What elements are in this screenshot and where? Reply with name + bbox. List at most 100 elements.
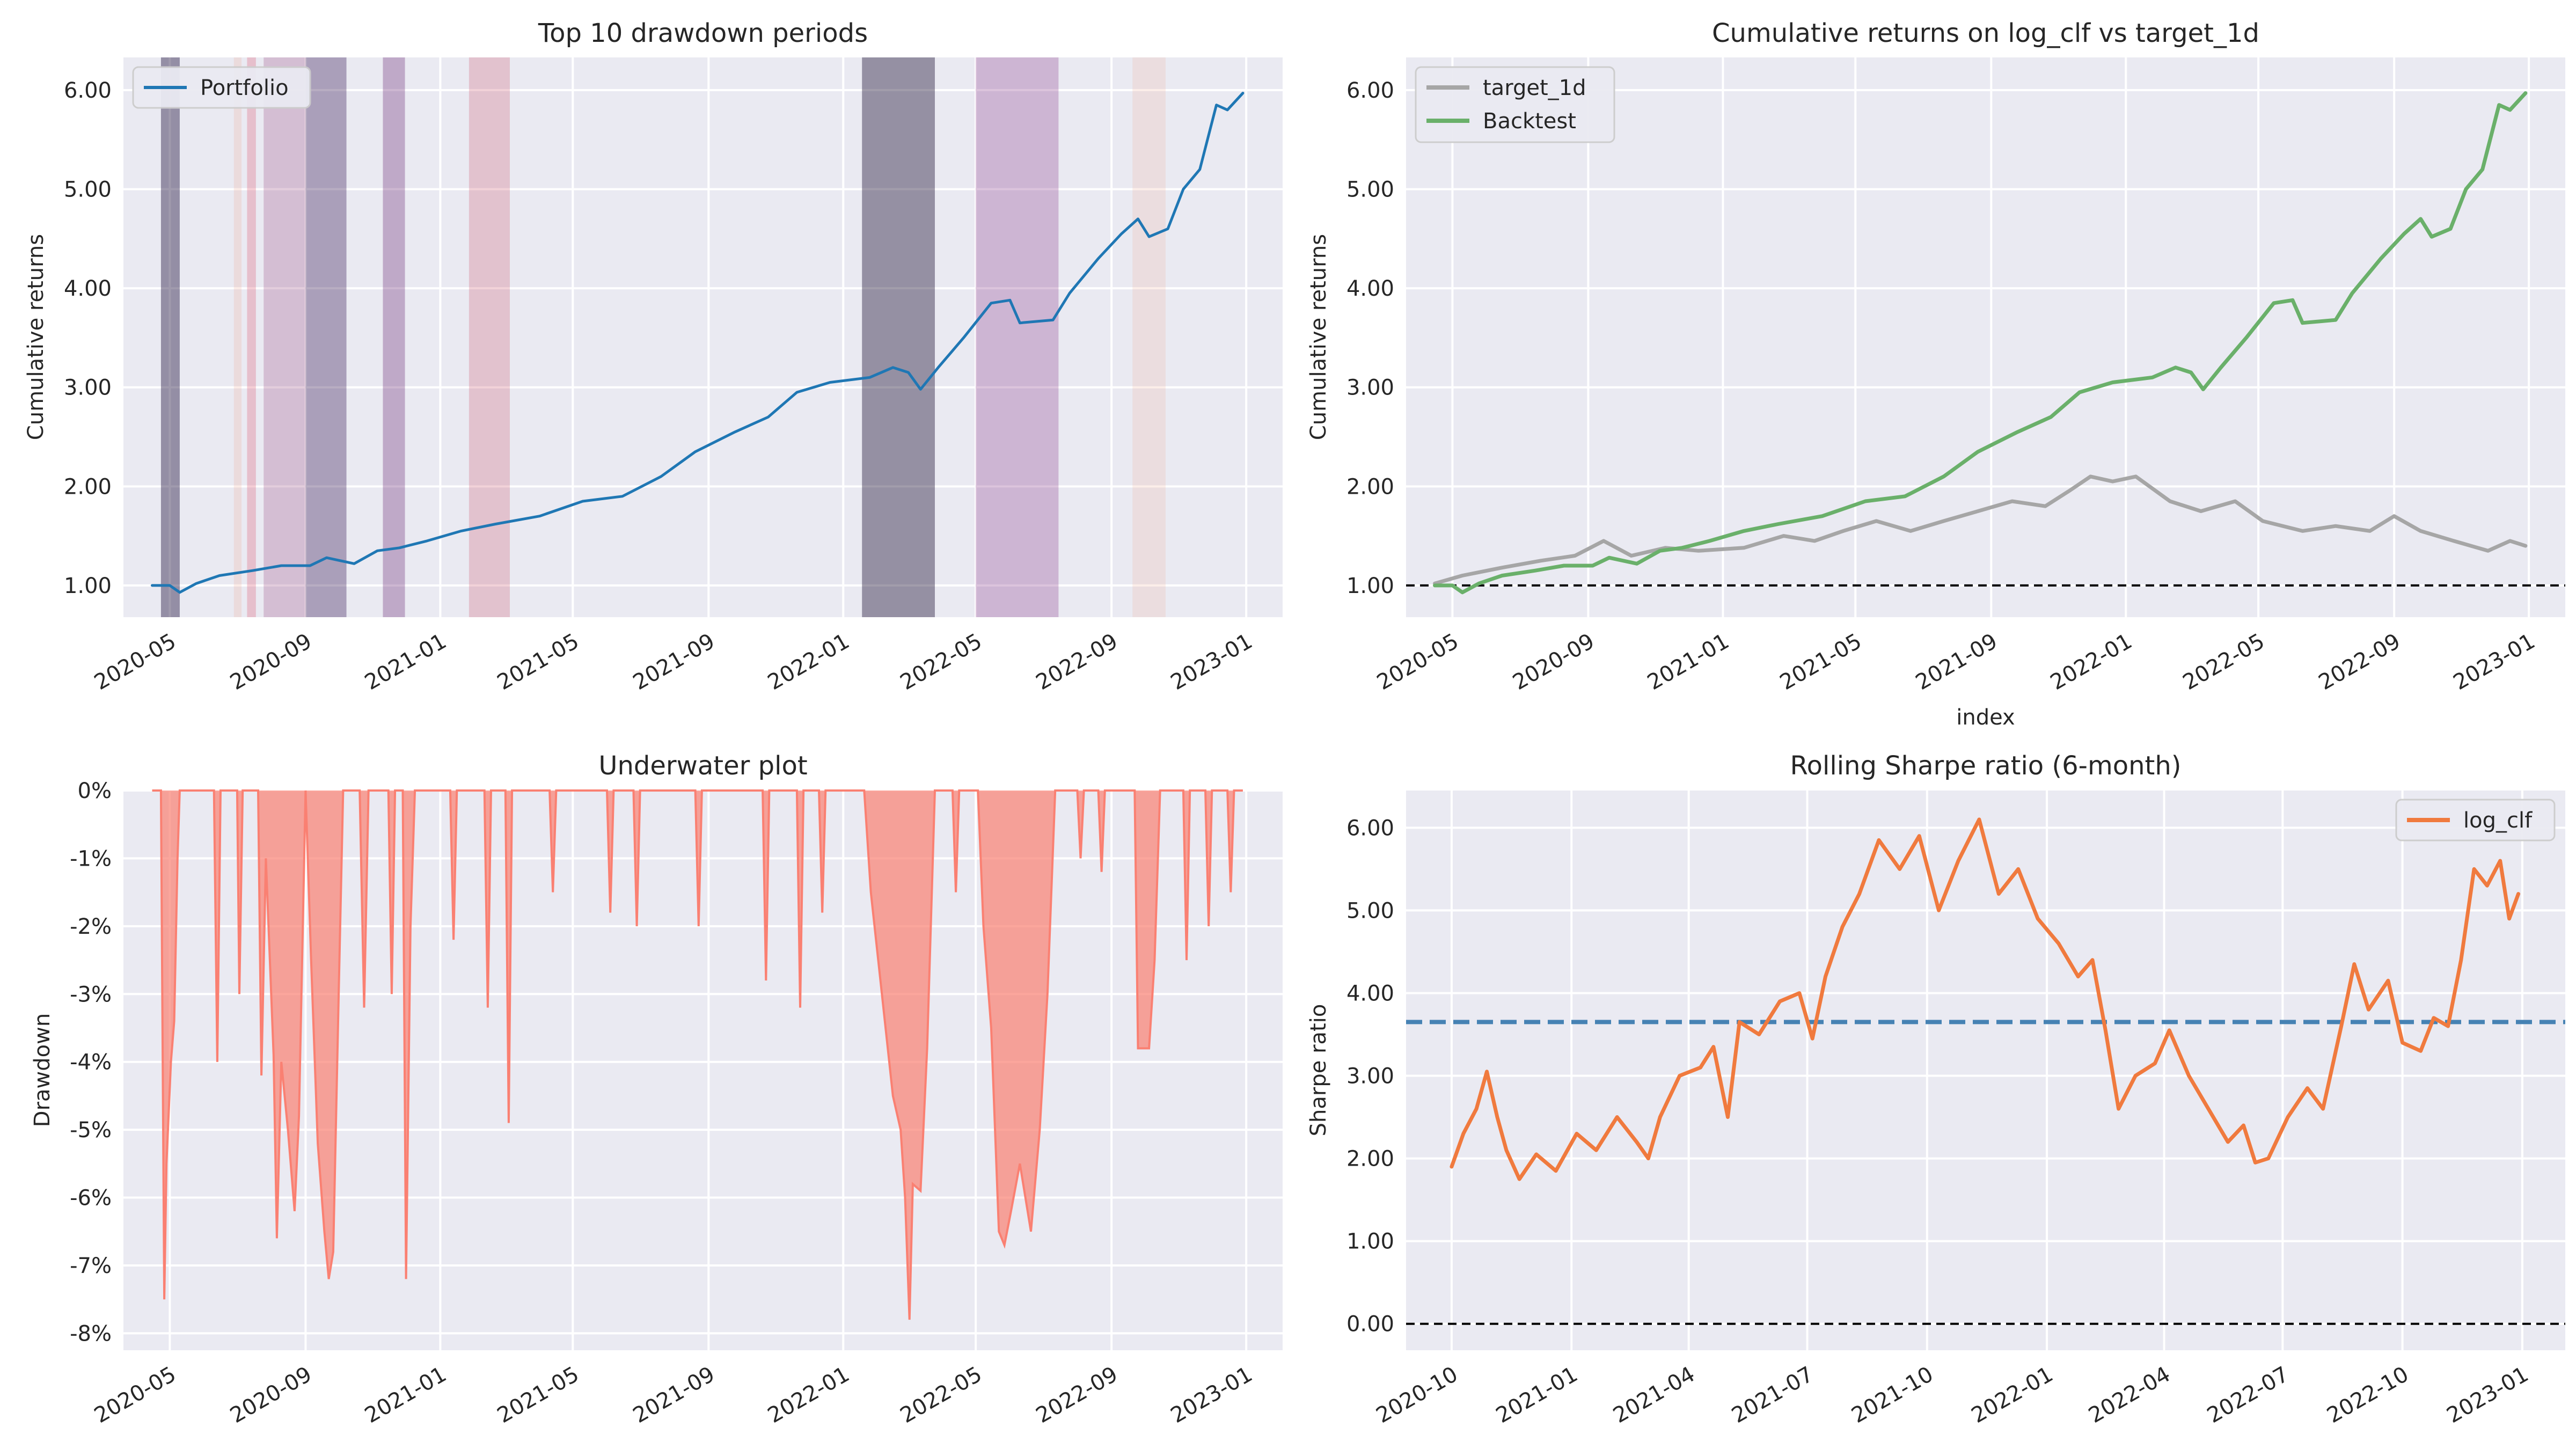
y-tick-labels: 1.00 2.00 3.00 4.00 5.00 6.00 xyxy=(64,78,112,598)
plot-area xyxy=(123,57,1283,617)
panel-rolling-sharpe: 2020-10 2021-01 2021-04 2021-07 2021-10 2022-… xyxy=(1306,751,2565,1428)
x-tick-labels: 2020-05 2020-09 2021-01 2021-05 2021-09 2022-… xyxy=(90,629,1256,695)
series-group xyxy=(1450,817,2521,1181)
y-axis-label: Cumulative returns xyxy=(1306,234,1331,440)
y-tick-label: -5% xyxy=(70,1118,112,1143)
legend: log_clf xyxy=(2395,799,2556,841)
x-tick-label: 2020-10 xyxy=(1372,1362,1462,1428)
y-tick-label: 1.00 xyxy=(1346,1230,1394,1254)
x-tick-label: 2021-01 xyxy=(1643,629,1733,695)
x-tick-labels: 2020-10 2021-01 2021-04 2021-07 2021-10 2022-… xyxy=(1372,1362,2533,1428)
drawdown-span xyxy=(469,57,510,617)
x-tick-label: 2023-01 xyxy=(1167,629,1257,695)
drawdown-span xyxy=(264,57,306,617)
chart-title: Underwater plot xyxy=(598,751,807,781)
y-tick-label: 1.00 xyxy=(64,574,112,598)
y-tick-label: -7% xyxy=(70,1254,112,1278)
drawdown-span xyxy=(247,57,256,617)
x-tick-label: 2023-01 xyxy=(2443,1362,2533,1428)
drawdown-span xyxy=(233,57,242,617)
legend-label-log-clf: log_clf xyxy=(2463,808,2533,833)
x-tick-label: 2022-05 xyxy=(2179,629,2269,695)
y-tick-label: 5.00 xyxy=(1346,178,1394,202)
y-tick-label: -6% xyxy=(70,1186,112,1211)
underwater-line xyxy=(152,789,1243,1320)
legend-frame xyxy=(2395,799,2556,841)
y-tick-labels: 1.00 2.00 3.00 4.00 5.00 6.00 xyxy=(1346,78,1394,598)
series-group xyxy=(1433,91,2528,595)
panel-drawdown-periods: 2020-05 2020-09 2021-01 2021-05 2021-09 2022-… xyxy=(24,18,1283,695)
y-tick-label: 0.00 xyxy=(1346,1312,1394,1337)
legend-label-portfolio: Portfolio xyxy=(200,76,289,100)
y-tick-label: 6.00 xyxy=(64,78,112,103)
drawdown-span xyxy=(862,57,935,617)
x-tick-label: 2022-05 xyxy=(896,1362,986,1428)
x-tick-label: 2021-05 xyxy=(1776,629,1866,695)
series-line-target-1d xyxy=(1433,474,2528,586)
drawdown-span xyxy=(160,57,180,617)
y-axis-label: Cumulative returns xyxy=(24,234,48,440)
gridlines xyxy=(123,57,1283,617)
x-tick-label: 2023-01 xyxy=(1167,1362,1257,1428)
x-tick-label: 2022-01 xyxy=(764,1362,854,1428)
series-line-portfolio xyxy=(151,92,1245,594)
x-tick-label: 2020-09 xyxy=(226,629,316,695)
panel-underwater: 2020-05 2020-09 2021-01 2021-05 2021-09 2022-… xyxy=(30,751,1283,1428)
x-tick-label: 2022-09 xyxy=(1032,1362,1122,1428)
x-tick-label: 2022-01 xyxy=(1967,1362,2058,1428)
y-tick-label: -8% xyxy=(70,1321,112,1346)
y-tick-label: 3.00 xyxy=(1346,376,1394,400)
legend: Portfolio xyxy=(132,66,311,109)
plot-area xyxy=(1406,57,2565,617)
chart-title: Rolling Sharpe ratio (6-month) xyxy=(1790,751,2181,781)
legend: target_1d Backtest xyxy=(1415,66,1615,143)
x-tick-label: 2021-09 xyxy=(629,629,719,695)
y-tick-label: 2.00 xyxy=(1346,474,1394,499)
x-tick-label: 2022-05 xyxy=(896,629,986,695)
y-tick-label: 5.00 xyxy=(64,178,112,202)
series-group xyxy=(152,789,1243,1320)
series-line-backtest xyxy=(1433,91,2528,595)
x-tick-labels: 2020-05 2020-09 2021-01 2021-05 2021-09 2022-… xyxy=(1373,629,2539,695)
x-tick-label: 2021-09 xyxy=(1912,629,2002,695)
x-axis-label: index xyxy=(1956,705,2015,730)
x-tick-labels: 2020-05 2020-09 2021-01 2021-05 2021-09 2022-… xyxy=(90,1362,1256,1428)
y-tick-label: 2.00 xyxy=(64,474,112,499)
drawdown-spans xyxy=(160,57,1166,617)
y-tick-label: -2% xyxy=(70,914,112,939)
x-tick-label: 2021-04 xyxy=(1609,1362,1699,1428)
panel-cumulative-returns: 2020-05 2020-09 2021-01 2021-05 2021-09 2022-… xyxy=(1306,18,2565,730)
y-tick-label: 4.00 xyxy=(1346,981,1394,1006)
x-tick-label: 2021-01 xyxy=(361,629,451,695)
x-tick-label: 2023-01 xyxy=(2449,629,2540,695)
y-tick-labels: 0% -1% -2% -3% -4% -5% -6% -7% -8% xyxy=(70,779,112,1346)
y-tick-label: 3.00 xyxy=(1346,1064,1394,1089)
x-tick-label: 2022-04 xyxy=(2084,1362,2175,1428)
x-tick-label: 2022-01 xyxy=(764,629,854,695)
y-tick-label: 5.00 xyxy=(1346,898,1394,923)
y-tick-label: 1.00 xyxy=(1346,574,1394,598)
x-tick-label: 2022-09 xyxy=(1032,629,1122,695)
x-tick-label: 2022-07 xyxy=(2203,1362,2293,1428)
y-tick-label: 4.00 xyxy=(64,276,112,301)
x-tick-label: 2021-05 xyxy=(493,629,583,695)
y-tick-label: 3.00 xyxy=(64,376,112,400)
x-tick-label: 2022-01 xyxy=(2046,629,2136,695)
y-tick-label: 2.00 xyxy=(1346,1147,1394,1172)
x-tick-label: 2020-05 xyxy=(1373,629,1463,695)
drawdown-span xyxy=(976,57,1059,617)
x-tick-label: 2020-09 xyxy=(226,1362,316,1428)
x-tick-label: 2021-10 xyxy=(1847,1362,1937,1428)
y-tick-label: 6.00 xyxy=(1346,78,1394,103)
y-tick-label: -1% xyxy=(70,846,112,871)
reference-lines xyxy=(1406,1020,2565,1325)
series-group xyxy=(151,92,1245,594)
drawdown-span xyxy=(1132,57,1166,617)
x-tick-label: 2022-09 xyxy=(2315,629,2405,695)
y-axis-label: Drawdown xyxy=(30,1013,55,1127)
x-tick-label: 2021-07 xyxy=(1728,1362,1818,1428)
x-tick-label: 2021-01 xyxy=(1492,1362,1582,1428)
x-tick-label: 2020-05 xyxy=(90,1362,180,1428)
legend-label-backtest: Backtest xyxy=(1483,109,1576,134)
